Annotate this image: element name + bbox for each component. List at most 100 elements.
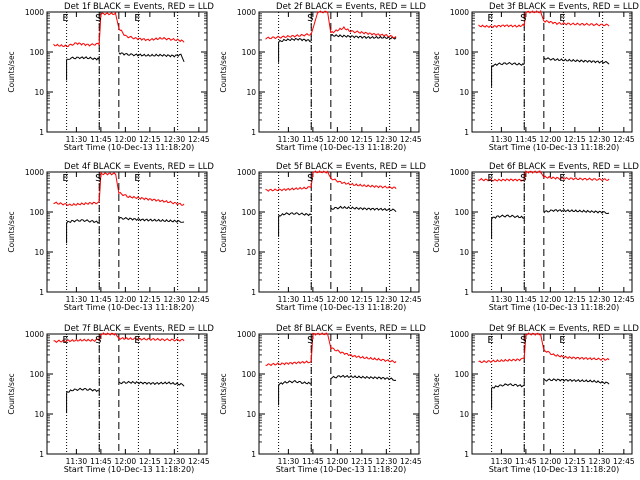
x-tick-label: 12:45: [188, 135, 210, 144]
lld-series-line: [479, 11, 610, 28]
y-tick-label: 100: [455, 48, 470, 57]
interval-marker-label: S: [307, 335, 313, 346]
x-tick-label: 12:00: [327, 135, 349, 144]
x-tick-label: 11:30: [278, 295, 300, 304]
chart-title: Det 1f BLACK = Events, RED = LLD: [64, 2, 214, 12]
x-tick-label: 11:45: [302, 457, 324, 466]
x-tick-label: 12:00: [327, 457, 349, 466]
y-tick-label: 1000: [25, 8, 44, 17]
lld-series-line: [54, 333, 185, 342]
y-tick-label: 1: [251, 450, 256, 459]
interval-marker-label: E: [134, 13, 140, 24]
lld-series-line: [479, 333, 610, 363]
interval-marker-label: E: [62, 173, 68, 184]
x-tick-label: 11:45: [515, 295, 537, 304]
y-tick-label: 10: [34, 88, 44, 97]
x-tick-label: 11:30: [491, 295, 513, 304]
x-tick-label: 12:45: [613, 295, 635, 304]
x-axis-label: Start Time (10-Dec-13 11:18:20): [489, 303, 620, 312]
plot-frame: [258, 171, 420, 293]
y-tick-label: 1000: [450, 330, 469, 339]
y-tick-label: 100: [30, 208, 45, 217]
y-tick-label: 100: [242, 208, 257, 217]
lld-series-line: [54, 13, 185, 47]
x-tick-label: 12:15: [139, 295, 161, 304]
events-series-line: [331, 375, 396, 380]
interval-marker-label: S: [520, 335, 526, 346]
chart-title: Det 2f BLACK = Events, RED = LLD: [276, 2, 426, 12]
x-tick-label: 12:00: [115, 135, 137, 144]
x-tick-label: 11:45: [515, 457, 537, 466]
x-tick-label: 12:30: [589, 135, 611, 144]
interval-marker-label: S: [95, 13, 101, 24]
lld-series-line: [479, 171, 610, 181]
chart-title: Det 7f BLACK = Events, RED = LLD: [64, 324, 214, 334]
events-series-line: [67, 388, 100, 392]
events-series-line: [544, 58, 609, 65]
interval-marker-label: S: [520, 173, 526, 184]
y-tick-label: 100: [30, 370, 45, 379]
events-series-line: [279, 39, 312, 43]
chart-panel: Det 4f BLACK = Events, RED = LLD Counts/s…: [7, 162, 214, 312]
x-tick-label: 12:30: [376, 135, 398, 144]
interval-marker-label: E: [487, 335, 493, 346]
x-tick-label: 11:30: [66, 135, 88, 144]
y-tick-label: 1000: [25, 330, 44, 339]
x-tick-label: 12:45: [613, 457, 635, 466]
x-tick-label: 12:30: [589, 457, 611, 466]
x-axis-label: Start Time (10-Dec-13 11:18:20): [64, 143, 195, 152]
chart-panel: Det 3f BLACK = Events, RED = LLD Counts/s…: [432, 2, 639, 152]
y-tick-label: 100: [242, 48, 257, 57]
chart-panel: Det 5f BLACK = Events, RED = LLD Counts/s…: [219, 162, 426, 312]
x-tick-label: 11:45: [515, 135, 537, 144]
x-tick-label: 12:15: [351, 295, 373, 304]
y-tick-label: 10: [459, 248, 469, 257]
y-axis-label: Counts/sec: [219, 373, 228, 414]
y-axis-label: Counts/sec: [219, 211, 228, 252]
x-tick-label: 12:30: [164, 295, 186, 304]
plot-frame: [471, 11, 633, 133]
y-axis-label: Counts/sec: [432, 211, 441, 252]
interval-marker-label: E: [62, 335, 68, 346]
x-axis-label: Start Time (10-Dec-13 11:18:20): [276, 143, 407, 152]
x-axis-label: Start Time (10-Dec-13 11:18:20): [489, 465, 620, 474]
y-tick-label: 1: [39, 288, 44, 297]
y-tick-label: 100: [242, 370, 257, 379]
x-tick-label: 12:45: [400, 135, 422, 144]
interval-marker-label: E: [487, 13, 493, 24]
y-axis-label: Counts/sec: [432, 373, 441, 414]
chart-panel: Det 1f BLACK = Events, RED = LLD Counts/s…: [7, 2, 214, 152]
chart-panel: Det 7f BLACK = Events, RED = LLD Counts/s…: [7, 324, 214, 474]
chart-title: Det 8f BLACK = Events, RED = LLD: [276, 324, 426, 334]
x-tick-label: 12:30: [376, 457, 398, 466]
y-axis-label: Counts/sec: [219, 51, 228, 92]
events-series-line: [492, 63, 525, 67]
y-tick-label: 1000: [450, 168, 469, 177]
y-tick-label: 1: [39, 128, 44, 137]
lld-series-line: [266, 11, 397, 39]
x-tick-label: 12:45: [188, 295, 210, 304]
y-tick-label: 10: [459, 88, 469, 97]
events-series-line: [492, 384, 525, 388]
x-axis-label: Start Time (10-Dec-13 11:18:20): [276, 303, 407, 312]
events-series-line: [279, 213, 312, 217]
x-tick-label: 11:30: [66, 295, 88, 304]
events-series-line: [331, 35, 396, 40]
x-tick-label: 12:00: [115, 457, 137, 466]
y-tick-label: 10: [246, 88, 256, 97]
interval-marker-label: E: [559, 173, 565, 184]
interval-marker-label: E: [487, 173, 493, 184]
x-tick-label: 12:15: [564, 135, 586, 144]
x-tick-label: 11:30: [491, 135, 513, 144]
interval-marker-label: E: [559, 335, 565, 346]
plot-frame: [258, 333, 420, 455]
lld-series-line: [266, 171, 397, 191]
chart-title: Det 9f BLACK = Events, RED = LLD: [489, 324, 639, 334]
x-tick-label: 12:30: [589, 295, 611, 304]
chart-panel: Det 2f BLACK = Events, RED = LLD Counts/s…: [219, 2, 426, 152]
events-series-line: [492, 215, 525, 219]
x-axis-label: Start Time (10-Dec-13 11:18:20): [64, 465, 195, 474]
plot-frame: [46, 333, 208, 455]
x-tick-label: 12:00: [115, 295, 137, 304]
interval-marker-label: S: [307, 173, 313, 184]
